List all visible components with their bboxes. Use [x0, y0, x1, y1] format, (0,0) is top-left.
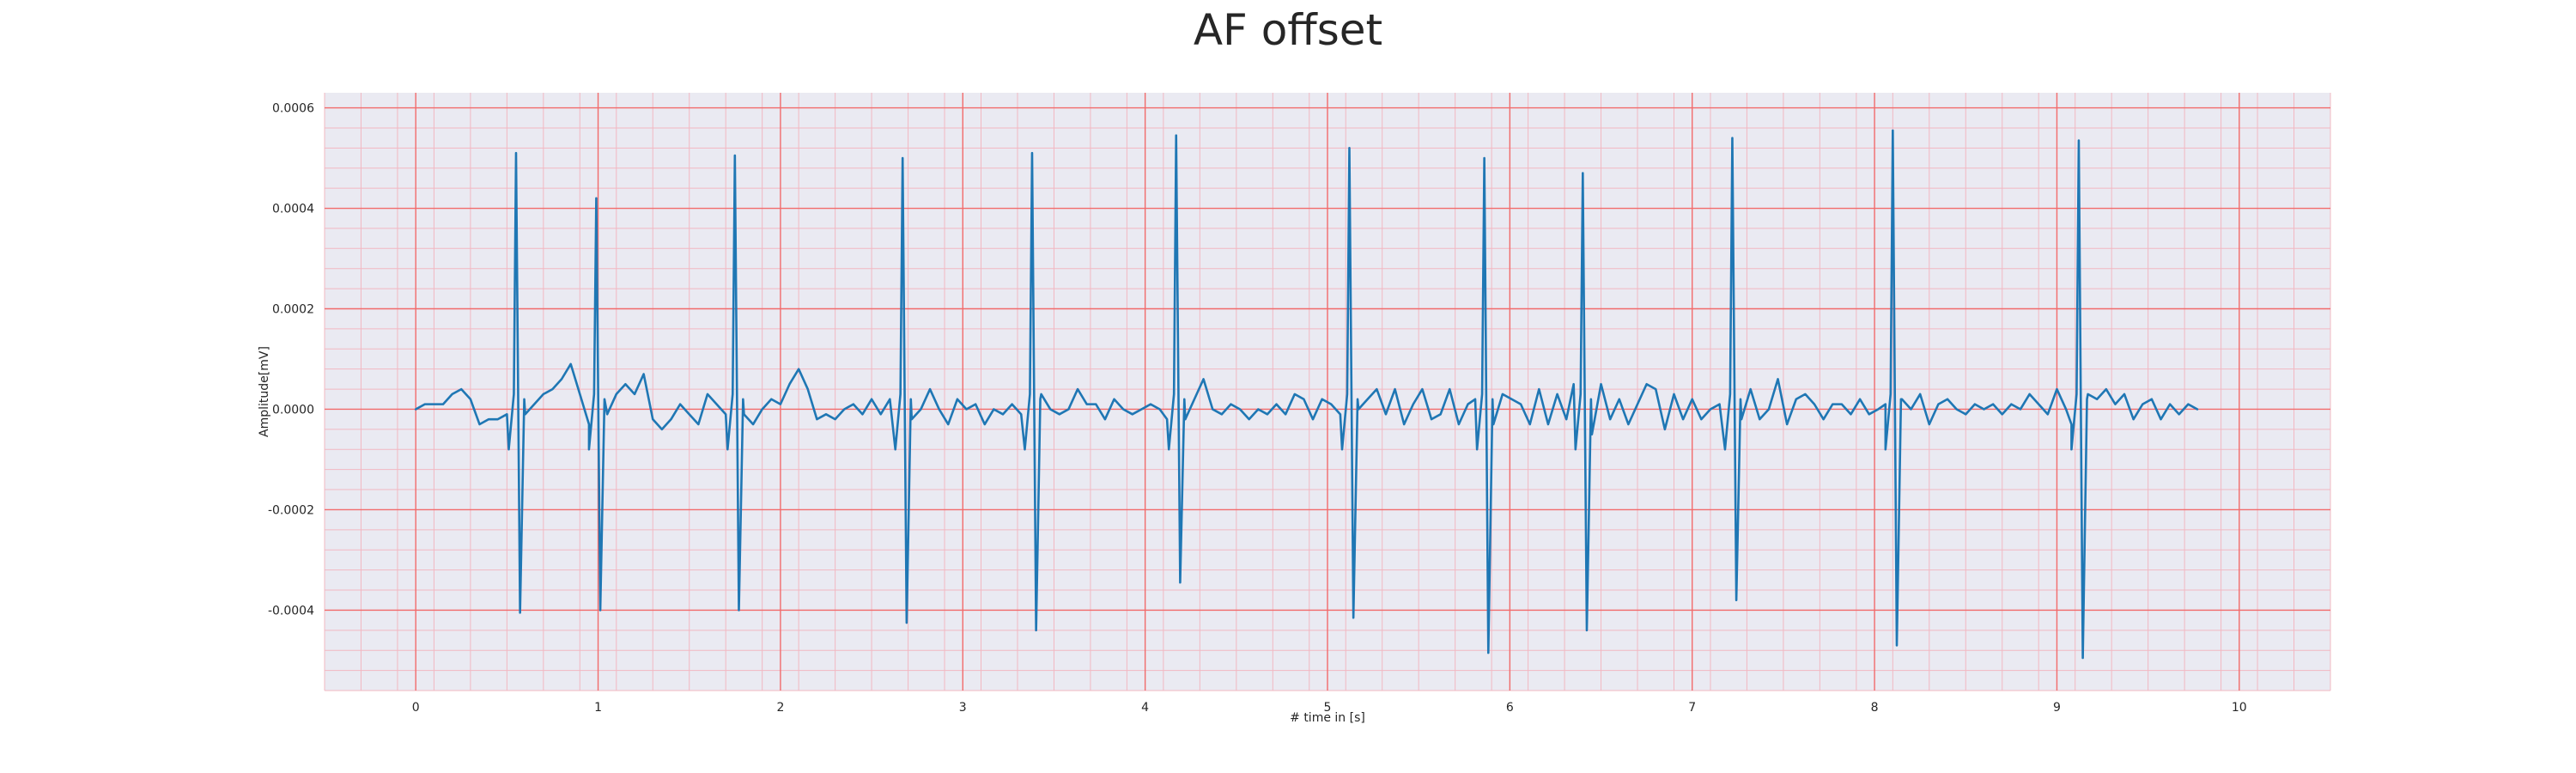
x-tick-label: 9: [2053, 701, 2061, 715]
y-axis-label: Amplitude[mV]: [258, 346, 271, 437]
y-tick-label: -0.0002: [268, 503, 314, 517]
x-tick-label: 5: [1324, 701, 1332, 715]
chart-title: AF offset: [1194, 5, 1382, 55]
x-tick-label: 8: [1871, 701, 1879, 715]
x-tick-label: 10: [2232, 701, 2247, 715]
x-axis-ticks: 0 1 2 3 4 5 6 7 8 9 10: [412, 701, 2247, 715]
major-grid: [325, 93, 2330, 691]
x-tick-label: 0: [412, 701, 420, 715]
x-tick-label: 2: [776, 701, 784, 715]
y-tick-label: 0.0002: [272, 302, 314, 316]
y-tick-label: 0.0006: [272, 102, 314, 116]
x-tick-label: 4: [1141, 701, 1149, 715]
x-tick-label: 3: [959, 701, 967, 715]
ecg-signal-line: [414, 129, 2199, 660]
y-axis-ticks: -0.0004 -0.0002 0.0000 0.0002 0.0004 0.0006: [268, 102, 314, 618]
x-tick-label: 7: [1688, 701, 1696, 715]
y-tick-label: 0.0004: [272, 203, 314, 216]
x-tick-label: 6: [1506, 701, 1514, 715]
x-tick-label: 1: [594, 701, 602, 715]
y-tick-label: 0.0000: [272, 403, 314, 417]
y-tick-label: -0.0004: [268, 604, 314, 618]
x-axis-label: # time in [s]: [1290, 711, 1365, 725]
